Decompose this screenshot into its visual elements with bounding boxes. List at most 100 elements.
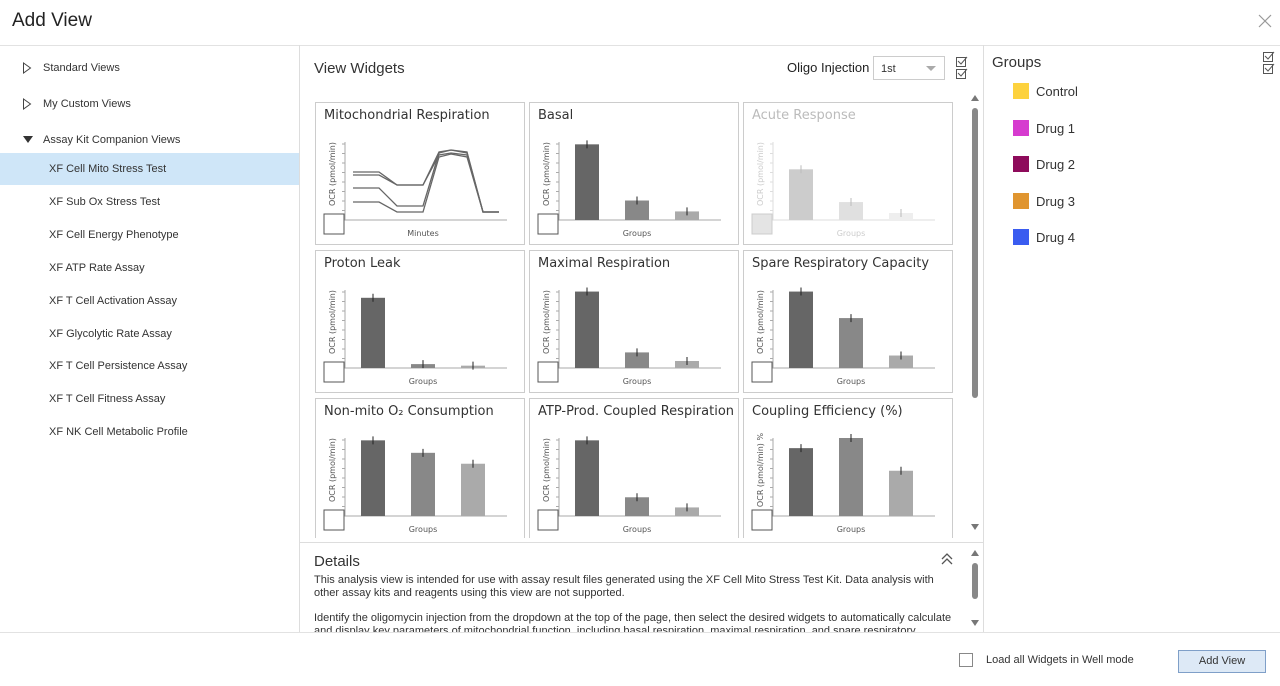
group-name[interactable]: Drug 3 [1036, 193, 1076, 209]
widget-checkbox [323, 361, 345, 383]
widget-title: Non-mito O₂ Consumption [324, 404, 494, 419]
group-swatch [1013, 229, 1029, 246]
thumb-bar [675, 211, 699, 220]
widget-title: Proton Leak [324, 256, 401, 271]
x-axis-label: Groups [623, 229, 652, 238]
widget-card[interactable]: Mitochondrial Respiration OCR (pmol/min) M… [315, 102, 525, 245]
group-swatch [1013, 83, 1029, 99]
thumb-bar [839, 202, 863, 220]
select-all-icon[interactable] [956, 56, 968, 80]
select-all-icon[interactable] [1263, 51, 1275, 75]
thumb-bar [361, 297, 385, 368]
widget-title: Mitochondrial Respiration [324, 108, 490, 123]
thumb-line [353, 153, 499, 213]
details-title: Details [314, 553, 360, 570]
nav-item[interactable]: Standard Views [43, 62, 120, 74]
group-swatch [1013, 156, 1029, 173]
nav-child[interactable]: XF T Cell Fitness Assay [49, 393, 166, 406]
card-border [315, 250, 525, 393]
scrollbar[interactable] [969, 548, 981, 630]
y-axis-label: OCR (pmol/min) [542, 438, 551, 502]
nav-child[interactable]: XF T Cell Activation Assay [49, 294, 177, 307]
group-name[interactable]: Drug 1 [1036, 120, 1076, 136]
widget-card[interactable]: Coupling Efficiency (%) OCR (pmol/min) % G… [743, 398, 953, 539]
nav-child[interactable]: XF NK Cell Metabolic Profile [49, 426, 188, 439]
thumb-bar [789, 169, 813, 220]
widget-card[interactable]: Proton Leak OCR (pmol/min) Groups [315, 250, 525, 393]
paragraph: This analysis view is intended for use w… [314, 574, 934, 599]
widget-card[interactable]: Basal OCR (pmol/min) Groups [529, 102, 739, 245]
nav-child[interactable]: XF Glycolytic Rate Assay [49, 327, 172, 340]
checkbox[interactable] [959, 653, 973, 667]
card-border [529, 398, 739, 538]
thumb-bar [625, 200, 649, 220]
group-swatch [1013, 192, 1029, 209]
nav-item[interactable]: Assay Kit Companion Views [43, 134, 181, 146]
widget-card[interactable]: Non-mito O₂ Consumption OCR (pmol/min) Gro… [315, 398, 525, 539]
expand-icon[interactable] [22, 98, 32, 110]
thumb-bar [361, 440, 385, 516]
nav-child[interactable]: XF Cell Mito Stress Test [49, 163, 167, 175]
nav-child[interactable]: XF Cell Energy Phenotype [49, 228, 179, 241]
widget-card[interactable]: ATP-Prod. Coupled Respiration OCR (pmol/m… [529, 398, 739, 539]
nav-item[interactable]: My Custom Views [43, 98, 131, 110]
dropdown-arrow [926, 66, 936, 71]
x-axis-label: Groups [837, 525, 866, 534]
widget-checkbox [537, 213, 559, 235]
widget-card[interactable]: Maximal Respiration OCR (pmol/min) Groups [529, 250, 739, 393]
y-axis-label: OCR (pmol/min) % [756, 433, 765, 508]
widget-title: Basal [538, 108, 573, 123]
widget-title: Acute Response [752, 108, 856, 123]
thumb-bar [625, 352, 649, 368]
x-axis-label: Groups [837, 229, 866, 238]
thumb-bar [575, 144, 599, 220]
group-name[interactable]: Drug 2 [1036, 157, 1076, 173]
divider [983, 45, 984, 632]
card-border [529, 250, 739, 393]
dialog-title: Add View [12, 10, 92, 31]
nav-child[interactable]: XF ATP Rate Assay [49, 261, 145, 274]
group-name[interactable]: Drug 4 [1036, 230, 1076, 246]
nav-child[interactable]: XF T Cell Persistence Assay [49, 360, 188, 373]
thumb-bar [411, 452, 435, 516]
nav-child[interactable]: XF Sub Ox Stress Test [49, 195, 161, 208]
group-name[interactable]: Control [1036, 84, 1078, 99]
x-axis-label: Groups [409, 377, 438, 386]
details-text: This analysis view is intended for use w… [314, 574, 954, 632]
y-axis-label: OCR (pmol/min) [328, 142, 337, 206]
thumb-bar [625, 497, 649, 516]
thumb-bar [889, 470, 913, 516]
divider [0, 45, 1280, 46]
x-axis-label: Groups [409, 525, 438, 534]
thumb-bar [461, 463, 485, 516]
thumb-bar [839, 438, 863, 516]
divider [299, 45, 300, 632]
widget-title: ATP-Prod. Coupled Respiration [538, 404, 734, 419]
widget-title: Maximal Respiration [538, 256, 670, 271]
injection-select[interactable]: 1st [873, 56, 945, 80]
thumb-bar [575, 440, 599, 516]
card-border [743, 102, 953, 245]
y-axis-label: OCR (pmol/min) [328, 290, 337, 354]
thumb-bar [675, 507, 699, 516]
y-axis-label: OCR (pmol/min) [328, 438, 337, 502]
thumb-bar [889, 355, 913, 368]
thumb-bar [839, 318, 863, 368]
x-axis-label: Minutes [407, 229, 439, 238]
collapse-details[interactable] [941, 553, 953, 565]
scrollbar[interactable] [969, 93, 981, 533]
collapse-icon[interactable] [22, 135, 34, 145]
y-axis-label: OCR (pmol/min) [756, 142, 765, 206]
widget-card[interactable]: Acute Response OCR (pmol/min) Groups [743, 102, 953, 245]
expand-icon[interactable] [22, 62, 32, 74]
select-value: 1st [881, 63, 896, 75]
widget-checkbox [751, 213, 773, 235]
x-axis-label: Groups [837, 377, 866, 386]
close-button[interactable] [1258, 14, 1272, 28]
thumb-bar [789, 291, 813, 368]
y-axis-label: OCR (pmol/min) [542, 290, 551, 354]
groups-title: Groups [992, 54, 1042, 71]
widget-card[interactable]: Spare Respiratory Capacity OCR (pmol/min)… [743, 250, 953, 393]
widget-title: Coupling Efficiency (%) [752, 404, 903, 419]
add-view-button[interactable]: Add View [1178, 650, 1266, 673]
